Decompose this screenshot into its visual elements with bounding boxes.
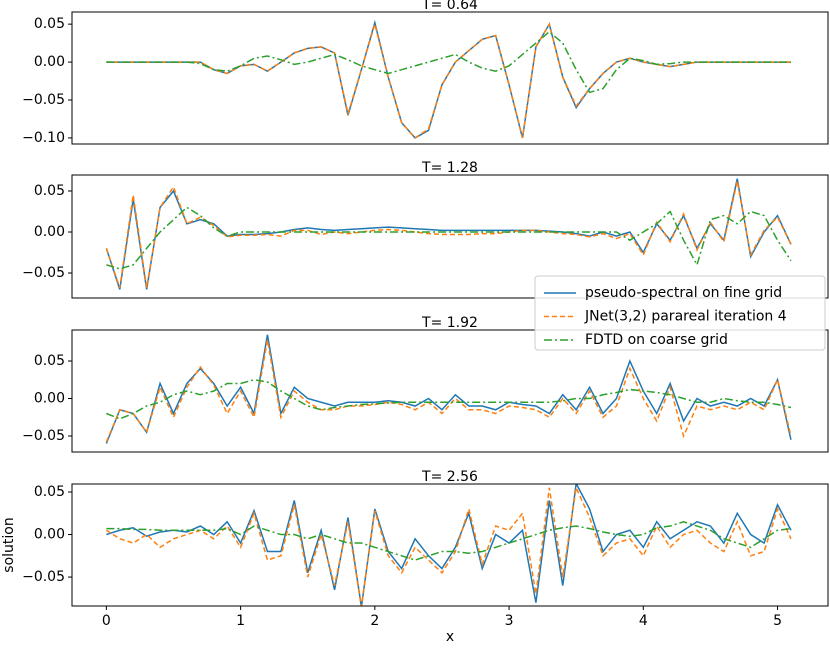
data-line [106,378,792,420]
data-line [105,334,792,444]
y-tick-label: 0.00 [34,224,65,240]
axes-frame [71,483,829,607]
axes-frame [71,329,829,453]
y-tick-label: 0.05 [34,16,65,32]
panel: T= 1.92 0.05 0.00 −0.05 [22,315,829,453]
panel-title: T= 1.92 [421,315,478,331]
panel-title: T= 1.28 [421,160,478,176]
y-tick-label: −0.05 [22,265,65,281]
data-line [105,178,792,290]
data-line [105,180,792,288]
x-tick-label: 4 [639,613,648,629]
panel-title: T= 0.64 [421,0,478,13]
panel: T= 1.28 0.05 0.00 −0.05 [22,160,829,299]
y-tick-label: −0.05 [22,92,65,108]
data-line [106,30,791,94]
y-tick-label: 0.00 [34,54,65,70]
y-axis-label: solution [1,517,17,572]
panel: T= 0.64 0.05 0.00 −0.05 −0.10 [22,0,829,146]
axes-frame [71,11,829,145]
data-line [106,206,792,270]
x-tick-label: 2 [370,613,379,629]
panel-title: T= 2.56 [421,469,478,485]
y-tick-label: 0.05 [34,484,65,500]
y-tick-label: −0.10 [22,130,65,146]
data-line [105,485,792,606]
y-tick-label: −0.05 [22,428,65,444]
data-line [106,520,792,561]
data-line [105,339,792,443]
x-axis-label: x [446,629,454,644]
x-tick-label: 5 [773,613,782,629]
y-tick-label: −0.05 [22,569,65,585]
data-line [106,19,791,139]
data-line [106,21,791,139]
y-tick-label: 0.05 [34,353,65,369]
legend-label: FDTD on coarse grid [585,332,728,348]
axes-frame [71,174,829,299]
y-tick-label: 0.05 [34,183,65,199]
y-tick-label: 0.00 [34,527,65,543]
x-tick-label: 0 [102,613,111,629]
legend: pseudo-spectral on fine grid JNet(3,2) pa… [534,275,826,351]
x-tick-label: 1 [236,613,245,629]
legend-label: pseudo-spectral on fine grid [585,285,782,301]
legend-box [534,275,826,351]
panel: T= 2.56 0.05 0.00 −0.05 0 1 2 3 4 5 x solution [1,469,829,645]
x-tick-label: 3 [505,613,514,629]
legend-label: JNet(3,2) parareal iteration 4 [584,309,787,325]
data-line [106,484,792,606]
y-tick-label: 0.00 [34,391,65,407]
